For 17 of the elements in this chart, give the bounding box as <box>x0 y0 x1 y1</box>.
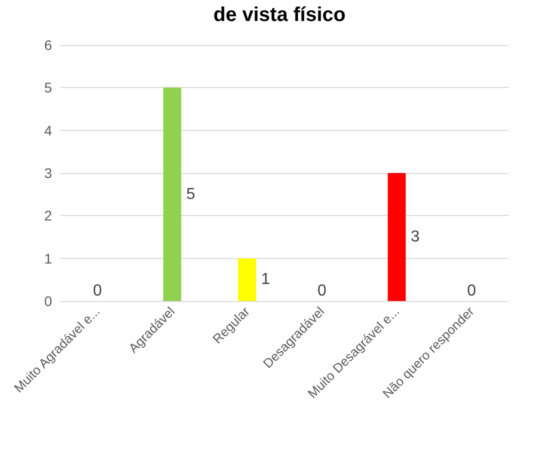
y-tick-label: 6 <box>44 37 52 53</box>
y-tick-label: 5 <box>44 80 52 96</box>
data-label: 0 <box>467 282 476 300</box>
chart-title: de vista físico <box>213 4 346 26</box>
bar <box>238 258 256 301</box>
data-label: 0 <box>317 282 326 300</box>
data-label: 1 <box>261 271 270 288</box>
y-tick-label: 2 <box>44 208 52 224</box>
y-tick-label: 4 <box>44 122 52 138</box>
y-tick-label: 1 <box>44 250 52 266</box>
bar <box>163 88 182 301</box>
y-tick-label: 0 <box>44 293 52 309</box>
data-label: 5 <box>186 186 196 203</box>
data-label: 3 <box>410 228 420 246</box>
bar <box>388 173 406 301</box>
y-tick-label: 3 <box>44 165 52 181</box>
data-label: 0 <box>92 282 102 300</box>
